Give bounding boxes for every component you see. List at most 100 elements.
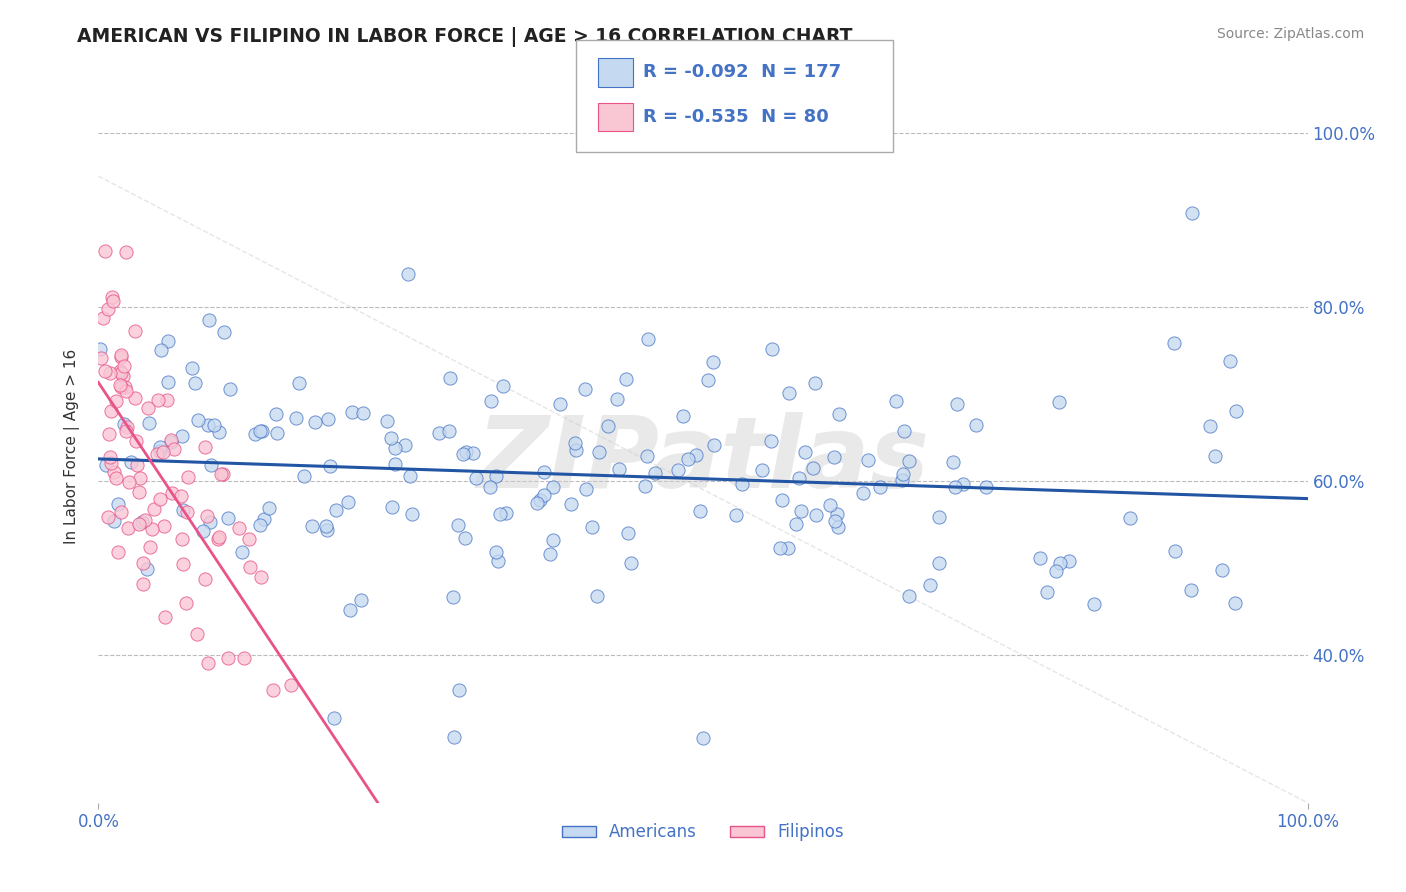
Point (689, 504, 711, 518)
Point (103, 465, 125, 479)
Point (152, 445, 174, 459)
Point (112, 417, 135, 432)
Point (162, 486, 184, 500)
Point (353, 407, 375, 421)
Point (770, 492, 793, 507)
Point (1119, 510, 1142, 524)
Point (974, 480, 997, 494)
Point (110, 367, 132, 381)
Point (180, 361, 202, 376)
Point (350, 592, 373, 607)
Point (149, 343, 172, 357)
Point (217, 651, 239, 665)
Point (820, 498, 842, 512)
Point (538, 547, 561, 561)
Point (1199, 418, 1222, 433)
Point (131, 515, 153, 529)
Point (131, 556, 153, 570)
Point (804, 508, 827, 522)
Point (93, 310, 115, 325)
Legend: Americans, Filipinos: Americans, Filipinos (555, 817, 851, 848)
Point (208, 425, 231, 439)
Point (703, 437, 725, 451)
Point (759, 434, 782, 448)
Point (149, 491, 172, 506)
Point (214, 325, 236, 339)
Point (103, 515, 125, 529)
Point (94, 364, 117, 378)
Point (198, 313, 221, 327)
Point (574, 382, 596, 396)
Point (858, 453, 880, 467)
Point (399, 469, 422, 483)
Point (585, 590, 607, 604)
Point (1204, 450, 1226, 464)
Point (212, 467, 235, 481)
Point (489, 507, 512, 521)
Point (965, 418, 987, 433)
Point (97, 302, 120, 317)
Point (115, 245, 138, 260)
Point (110, 348, 132, 362)
Point (110, 364, 132, 378)
Point (668, 463, 690, 477)
Point (946, 397, 969, 411)
Point (194, 572, 217, 586)
Point (285, 410, 308, 425)
Point (198, 515, 221, 529)
Text: Source: ZipAtlas.com: Source: ZipAtlas.com (1216, 27, 1364, 41)
Point (620, 556, 643, 570)
Point (1164, 544, 1187, 558)
Point (315, 519, 337, 533)
Point (195, 508, 218, 523)
Point (250, 569, 273, 583)
Point (541, 533, 564, 547)
Point (541, 480, 564, 494)
Point (253, 512, 276, 526)
Point (560, 497, 582, 511)
Point (243, 426, 266, 441)
Point (609, 462, 631, 476)
Point (120, 455, 142, 469)
Point (176, 470, 198, 484)
Point (828, 407, 851, 421)
Point (100, 404, 122, 418)
Point (117, 521, 139, 535)
Point (827, 519, 849, 533)
Point (1029, 550, 1052, 565)
Point (124, 391, 146, 405)
Point (491, 378, 513, 392)
Point (156, 393, 179, 408)
Point (893, 424, 915, 438)
Point (384, 457, 406, 471)
Point (685, 449, 707, 463)
Point (617, 525, 640, 540)
Point (454, 531, 477, 545)
Point (135, 562, 157, 576)
Point (232, 650, 254, 665)
Point (115, 424, 138, 438)
Point (803, 461, 825, 475)
Point (384, 441, 406, 455)
Point (898, 453, 921, 467)
Point (339, 603, 361, 617)
Point (149, 443, 172, 458)
Point (804, 376, 827, 391)
Point (918, 577, 941, 591)
Point (952, 476, 974, 491)
Point (891, 467, 914, 481)
Point (1036, 585, 1059, 599)
Point (486, 554, 509, 568)
Point (124, 324, 146, 338)
Point (90, 351, 112, 366)
Point (676, 452, 699, 467)
Point (890, 473, 912, 487)
Point (304, 415, 326, 429)
Point (197, 417, 219, 432)
Point (202, 417, 225, 432)
Point (342, 405, 364, 419)
Point (142, 502, 165, 516)
Point (160, 433, 183, 447)
Point (249, 518, 271, 533)
Point (461, 446, 484, 460)
